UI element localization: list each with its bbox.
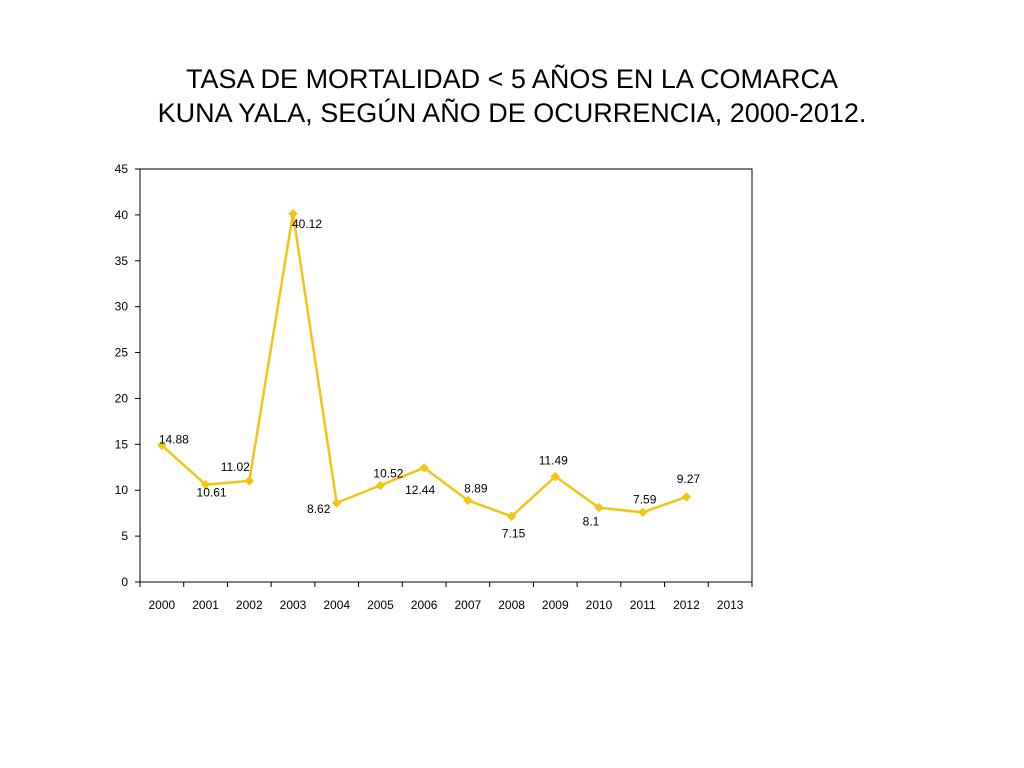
x-tick-label: 2007: [455, 598, 482, 612]
x-tick-label: 2005: [367, 598, 394, 612]
data-label: 14.88: [159, 432, 189, 446]
y-tick-label: 35: [115, 254, 129, 268]
data-point-marker: [419, 463, 429, 473]
data-point-marker: [244, 476, 254, 486]
x-tick-label: 2001: [192, 598, 219, 612]
series-markers: [157, 209, 692, 522]
data-point-marker: [288, 209, 298, 219]
y-tick-label: 10: [115, 483, 129, 497]
data-label: 10.52: [373, 466, 403, 480]
data-label: 8.62: [307, 502, 331, 516]
data-label: 12.44: [405, 483, 435, 497]
x-tick-label: 2004: [323, 598, 350, 612]
axes: 0 5 10 15 20 25 30 35 40 45 2000 2001 2002 2003 2004 20…: [115, 162, 753, 612]
data-point-marker: [157, 440, 167, 451]
x-tick-label: 2000: [149, 598, 176, 612]
y-tick-label: 0: [121, 575, 128, 589]
x-tick-label: 2010: [586, 598, 613, 612]
data-label: 7.59: [633, 492, 657, 506]
data-label: 7.15: [502, 526, 526, 540]
data-point-marker: [200, 479, 211, 490]
data-point-marker: [681, 492, 692, 502]
y-tick-label: 20: [115, 391, 129, 405]
x-tick-label: 2002: [236, 598, 263, 612]
y-tick-label: 5: [121, 529, 128, 543]
data-point-marker: [550, 471, 560, 482]
data-point-marker: [506, 511, 517, 522]
data-label: 10.61: [197, 486, 227, 500]
x-tick-label: 2003: [280, 598, 307, 612]
x-tick-label: 2011: [630, 598, 656, 612]
data-label: 11.02: [221, 460, 250, 474]
title-line-2: KUNA YALA, SEGÚN AÑO DE OCURRENCIA, 2000…: [157, 98, 867, 128]
x-tick-label: 2012: [673, 598, 700, 612]
y-tick-label: 30: [115, 300, 129, 314]
slide-title: TASA DE MORTALIDAD < 5 AÑOS EN LA COMARC…: [0, 62, 1024, 130]
data-point-marker: [638, 507, 648, 518]
data-label: 9.27: [677, 472, 701, 486]
data-label: 11.49: [539, 454, 568, 468]
y-tick-label: 15: [115, 437, 129, 451]
y-tick-label: 25: [115, 346, 129, 360]
data-label: 8.1: [583, 515, 600, 529]
data-label: 8.89: [464, 481, 488, 495]
x-tick-label: 2008: [498, 598, 525, 612]
title-line-1: TASA DE MORTALIDAD < 5 AÑOS EN LA COMARC…: [186, 64, 838, 94]
x-tick-label: 2006: [411, 598, 438, 612]
data-point-marker: [594, 502, 604, 513]
y-tick-label: 45: [115, 162, 129, 176]
plot-area: [139, 168, 753, 583]
x-tick-label: 2013: [717, 598, 744, 612]
data-point-marker: [463, 495, 473, 506]
x-tick-label: 2009: [542, 598, 569, 612]
data-point-marker: [332, 498, 342, 508]
y-tick-label: 40: [115, 208, 129, 222]
data-point-marker: [375, 480, 386, 491]
data-label: 40.12: [292, 217, 322, 231]
